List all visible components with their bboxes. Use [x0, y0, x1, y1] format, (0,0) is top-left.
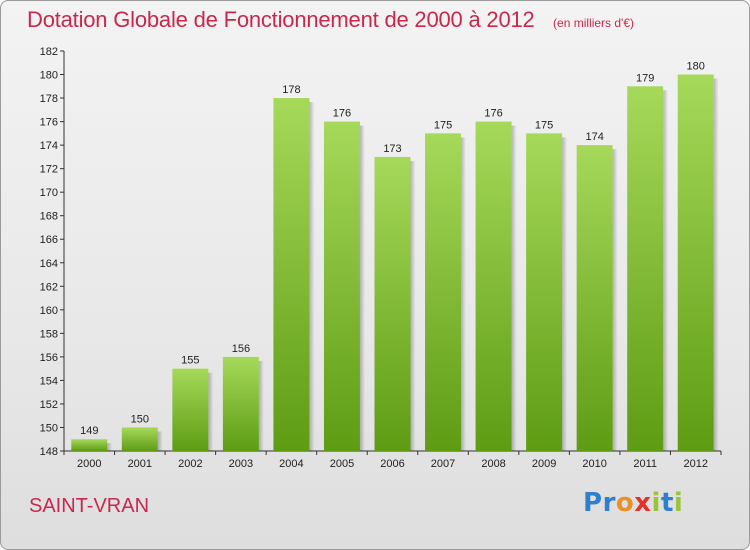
bar-shadow [410, 160, 416, 451]
y-tick-label: 164 [40, 258, 58, 270]
bar-value-label: 174 [585, 131, 603, 143]
y-tick-label: 160 [40, 305, 58, 317]
bar-value-label: 175 [434, 119, 452, 131]
y-tick-label: 182 [40, 46, 58, 58]
x-tick-label: 2004 [279, 458, 303, 470]
bar [677, 74, 714, 451]
x-tick-label: 2012 [683, 458, 707, 470]
y-tick-label: 162 [40, 281, 58, 293]
logo-letter: o [615, 488, 635, 518]
logo-letter: i [673, 488, 684, 518]
bar-value-label: 176 [333, 108, 351, 120]
bar-value-label: 176 [484, 108, 502, 120]
bar [475, 121, 512, 452]
x-tick-label: 2007 [431, 458, 455, 470]
bar-shadow [663, 90, 669, 451]
bar-shadow [461, 137, 467, 451]
bar [425, 133, 462, 451]
x-tick-label: 2006 [380, 458, 404, 470]
x-tick-label: 2005 [330, 458, 354, 470]
bar-value-label: 179 [636, 72, 654, 84]
bar-shadow [157, 431, 163, 451]
y-tick-label: 174 [40, 140, 58, 152]
bar-shadow [612, 149, 618, 451]
y-tick-label: 178 [40, 93, 58, 105]
x-tick-label: 2001 [128, 458, 152, 470]
logo-letter: r [602, 488, 616, 518]
logo-letter: x [634, 488, 652, 518]
bar-value-label: 149 [80, 425, 98, 437]
bar-shadow [258, 360, 264, 451]
bar-value-label: 150 [131, 413, 149, 425]
bar-shadow [309, 102, 315, 451]
y-tick-label: 150 [40, 422, 58, 434]
bar [121, 427, 158, 451]
label-layer: 149 2000 150 2001 155 2002 156 2003 178 2004 176 20… [77, 61, 708, 470]
y-tick-label: 170 [40, 187, 58, 199]
bar-shadow [107, 443, 113, 451]
chart-title: Dotation Globale de Fonctionnement de 20… [27, 7, 535, 32]
bar-value-label: 155 [181, 355, 199, 367]
y-tick-label: 148 [40, 446, 58, 458]
y-tick-label: 172 [40, 164, 58, 176]
bar-shadow [208, 372, 214, 451]
logo-letter: i [651, 488, 661, 518]
commune-name: SAINT-VRAN [29, 495, 150, 517]
y-tick-label: 176 [40, 117, 58, 129]
bar [273, 98, 310, 451]
y-tick-label: 154 [40, 375, 58, 387]
proxiti-logo: Proxiti [583, 488, 683, 518]
bar [222, 356, 259, 451]
y-tick-label: 156 [40, 352, 58, 364]
x-tick-label: 2009 [532, 458, 556, 470]
y-tick-label: 166 [40, 234, 58, 246]
bar-value-label: 178 [282, 84, 300, 96]
chart-unit: (en milliers d'€) [553, 16, 635, 30]
bar [323, 121, 360, 452]
x-tick-label: 2003 [229, 458, 253, 470]
bar [374, 156, 411, 451]
title-row: Dotation Globale de Fonctionnement de 20… [27, 7, 634, 33]
x-tick-label: 2011 [633, 458, 657, 470]
y-tick-label: 168 [40, 211, 58, 223]
bar-value-label: 175 [535, 119, 553, 131]
axis-layer: 148 150 152 154 156 158 160 162 164 166 168 170 172 1… [40, 46, 722, 458]
x-tick-label: 2008 [481, 458, 505, 470]
bar [71, 439, 108, 451]
bar-shadow [713, 78, 719, 451]
bar [627, 86, 664, 451]
bar-value-label: 173 [383, 143, 401, 155]
bar-shadow [359, 125, 365, 452]
x-tick-label: 2010 [582, 458, 606, 470]
bar [172, 368, 209, 451]
bar-value-label: 180 [687, 61, 705, 73]
bar-shadow [511, 125, 517, 452]
bar-layer [71, 74, 719, 452]
y-tick-label: 158 [40, 328, 58, 340]
y-tick-label: 152 [40, 399, 58, 411]
bar-value-label: 156 [232, 343, 250, 355]
bar-shadow [562, 137, 568, 451]
x-tick-label: 2000 [77, 458, 101, 470]
x-tick-label: 2002 [178, 458, 202, 470]
bar [526, 133, 563, 451]
bar [576, 145, 613, 451]
logo-letter: t [660, 488, 674, 518]
logo-letter: P [583, 488, 603, 518]
y-tick-label: 180 [40, 70, 58, 82]
